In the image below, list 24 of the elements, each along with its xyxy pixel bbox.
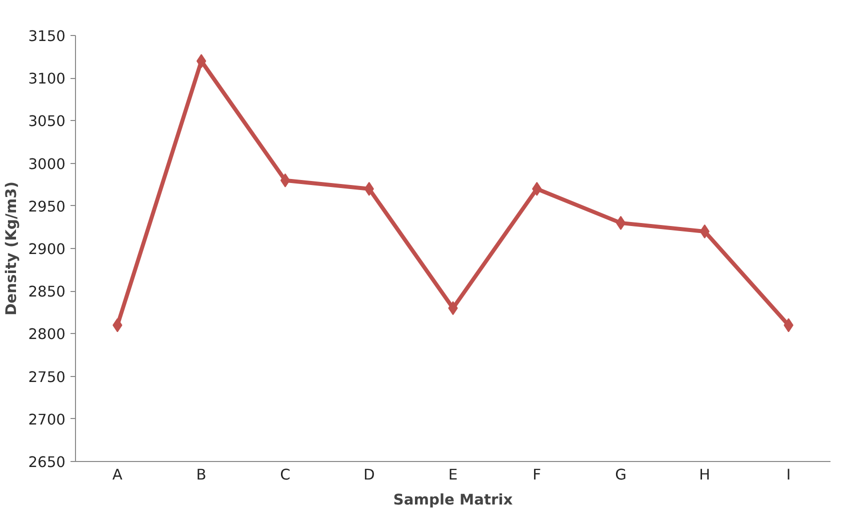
x-tick-label: G bbox=[615, 466, 626, 484]
x-axis-title: Sample Matrix bbox=[393, 492, 514, 508]
point bbox=[280, 173, 290, 188]
y-tick-label: 3150 bbox=[28, 28, 66, 45]
x-tick-label: A bbox=[112, 466, 122, 484]
y-tick-label: 2750 bbox=[28, 368, 66, 386]
x-tick-label: E bbox=[448, 466, 458, 484]
x-tick-label: I bbox=[786, 466, 791, 484]
y-tick-label: 3050 bbox=[28, 113, 66, 130]
x-tick-label: B bbox=[196, 466, 206, 484]
y-tick-label: 2900 bbox=[28, 241, 66, 258]
y-tick-label: 3100 bbox=[28, 70, 66, 88]
point bbox=[616, 216, 626, 230]
y-tick-label: 2650 bbox=[28, 454, 66, 471]
x-tick-label: F bbox=[532, 466, 542, 484]
y-tick-label: 2700 bbox=[28, 411, 66, 428]
y-tick-label: 2800 bbox=[28, 326, 66, 344]
y-axis-title: Density (Kg/m3) bbox=[3, 181, 20, 316]
x-tick-label: C bbox=[280, 466, 290, 484]
x-tick-label: H bbox=[699, 466, 710, 484]
y-tick-label: 3000 bbox=[28, 156, 66, 173]
y-tick-label: 2850 bbox=[28, 284, 66, 301]
y-tick-label: 2950 bbox=[28, 198, 66, 216]
x-tick-label: D bbox=[363, 466, 375, 484]
